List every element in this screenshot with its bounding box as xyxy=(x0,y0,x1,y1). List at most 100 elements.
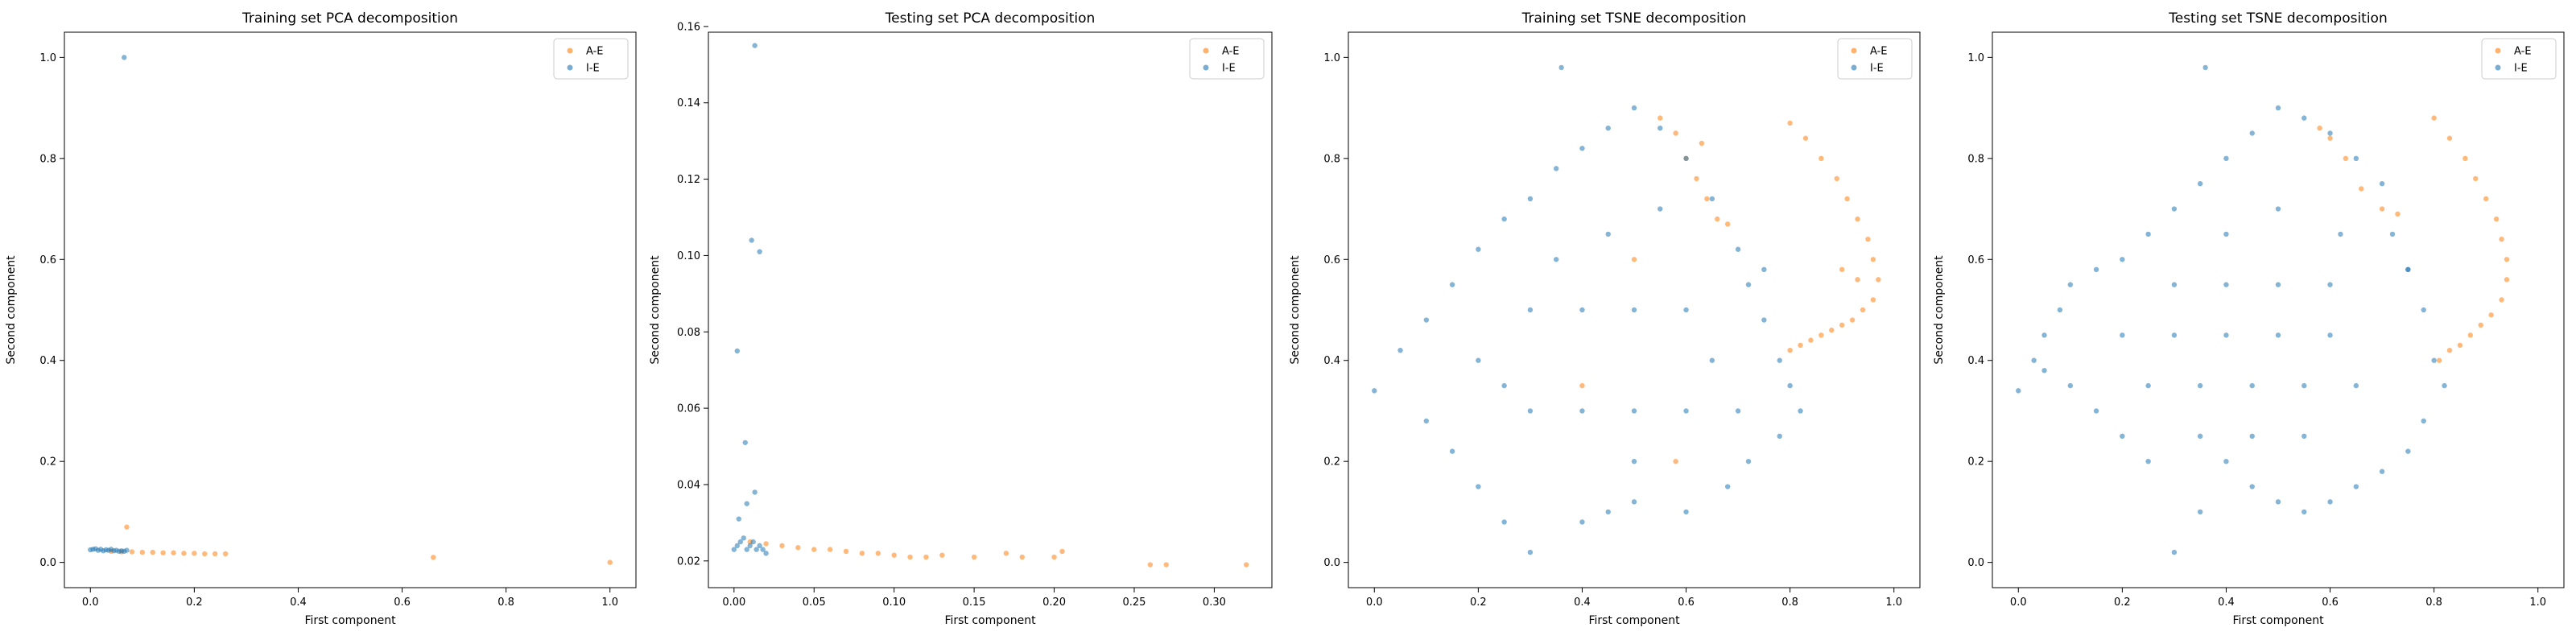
legend: A-E I-E xyxy=(553,38,629,80)
data-point xyxy=(1798,342,1803,349)
y-tick-label: 1.0 xyxy=(1323,52,1340,64)
y-tick-label: 0.12 xyxy=(677,174,700,186)
data-point xyxy=(2249,382,2255,389)
data-point xyxy=(2301,433,2307,440)
data-point xyxy=(752,43,758,48)
data-point xyxy=(1808,337,1814,343)
data-point xyxy=(1657,115,1663,121)
chart-title: Training set PCA decomposition xyxy=(242,10,458,27)
data-point xyxy=(1818,155,1824,162)
x-tick-label: 0.15 xyxy=(963,597,986,609)
data-point xyxy=(1787,382,1793,389)
data-point xyxy=(1501,216,1507,222)
data-point xyxy=(749,237,754,243)
chart-panel-3: Training set TSNE decomposition 0.0 0.2 0.4… xyxy=(1289,10,1921,627)
data-point xyxy=(2171,549,2178,555)
x-tick-label: 0.8 xyxy=(497,597,514,609)
data-point xyxy=(2301,509,2307,515)
data-point xyxy=(2483,196,2489,202)
data-point xyxy=(1631,257,1637,262)
data-point xyxy=(1449,282,1455,287)
chart-title: Testing set PCA decomposition xyxy=(885,10,1096,27)
data-point xyxy=(607,559,613,565)
y-tick-label: 0.4 xyxy=(1323,355,1340,367)
data-point xyxy=(2067,282,2074,287)
data-point xyxy=(1844,196,1850,202)
x-tick-label: 0.2 xyxy=(2114,597,2131,609)
data-point xyxy=(2338,231,2343,237)
chart-title: Testing set TSNE decomposition xyxy=(2168,10,2388,27)
y-tick-label: 0.10 xyxy=(677,250,700,262)
data-point xyxy=(757,249,762,254)
data-point xyxy=(1839,266,1845,273)
data-point xyxy=(750,539,756,545)
data-point xyxy=(760,547,766,552)
data-point xyxy=(1724,221,1731,227)
data-point xyxy=(1777,357,1782,363)
data-point xyxy=(1501,519,1507,525)
data-point xyxy=(1709,196,1715,202)
x-tick-label: 0.6 xyxy=(2322,597,2339,609)
chart-panel-4: Testing set TSNE decomposition 0.0 0.2 0.4 0… xyxy=(1933,10,2565,627)
legend-marker xyxy=(567,47,573,54)
data-point xyxy=(1631,307,1637,313)
data-point xyxy=(939,552,945,558)
data-point xyxy=(2436,357,2442,363)
data-point xyxy=(1059,548,1065,555)
y-tick-label: 0.6 xyxy=(1967,254,1984,266)
data-point xyxy=(2421,418,2426,424)
data-point xyxy=(2359,186,2364,192)
data-point xyxy=(2067,382,2074,389)
data-point xyxy=(1605,509,1611,515)
data-point xyxy=(1501,382,1507,389)
data-point xyxy=(1449,448,1455,454)
data-point xyxy=(139,549,146,555)
data-point xyxy=(2379,469,2385,474)
data-point xyxy=(2431,115,2437,121)
legend-label: I-E xyxy=(1222,63,1236,75)
data-point xyxy=(2275,105,2281,111)
data-point xyxy=(2120,257,2125,262)
data-point xyxy=(744,547,749,552)
legend-marker xyxy=(1851,47,1857,54)
data-point xyxy=(2041,332,2047,338)
data-point xyxy=(1709,357,1715,363)
data-point xyxy=(1855,277,1860,283)
y-tick-label: 0.6 xyxy=(39,254,56,266)
y-tick-label: 0.2 xyxy=(1323,456,1340,469)
data-point xyxy=(1787,120,1793,126)
data-point xyxy=(1829,327,1835,333)
data-point xyxy=(2016,388,2021,394)
x-axis-label: First component xyxy=(944,614,1036,627)
data-point xyxy=(2446,347,2453,353)
x-tick-label: 0.4 xyxy=(1574,597,1591,609)
data-point xyxy=(734,348,740,354)
y-tick-label: 0.2 xyxy=(39,456,56,469)
legend-marker xyxy=(2495,47,2501,54)
x-tick-label: 0.6 xyxy=(1678,597,1695,609)
data-point xyxy=(2327,332,2333,338)
chart-panel-1: Training set PCA decomposition 0.0 0.2 0.4 0… xyxy=(5,10,637,627)
x-axis-label: First component xyxy=(304,614,396,627)
data-point xyxy=(752,489,758,495)
data-point xyxy=(2171,332,2178,338)
x-axis-label: First component xyxy=(2232,614,2324,627)
data-point xyxy=(1673,458,1678,464)
data-point xyxy=(1876,277,1881,283)
x-tick-label: 0.6 xyxy=(394,597,411,609)
data-point xyxy=(2202,64,2208,71)
legend-marker xyxy=(1203,47,1209,54)
data-point xyxy=(1849,317,1856,323)
data-point xyxy=(1579,146,1585,151)
data-point xyxy=(1605,231,1611,237)
data-point xyxy=(2249,433,2255,440)
data-point xyxy=(222,551,229,557)
legend: A-E I-E xyxy=(2481,38,2557,80)
data-point xyxy=(2120,433,2125,440)
data-point xyxy=(2223,458,2229,464)
y-tick-label: 0.0 xyxy=(1323,557,1340,569)
y-tick-label: 0.4 xyxy=(39,355,56,367)
data-point xyxy=(2197,433,2203,440)
data-point xyxy=(2389,231,2396,237)
